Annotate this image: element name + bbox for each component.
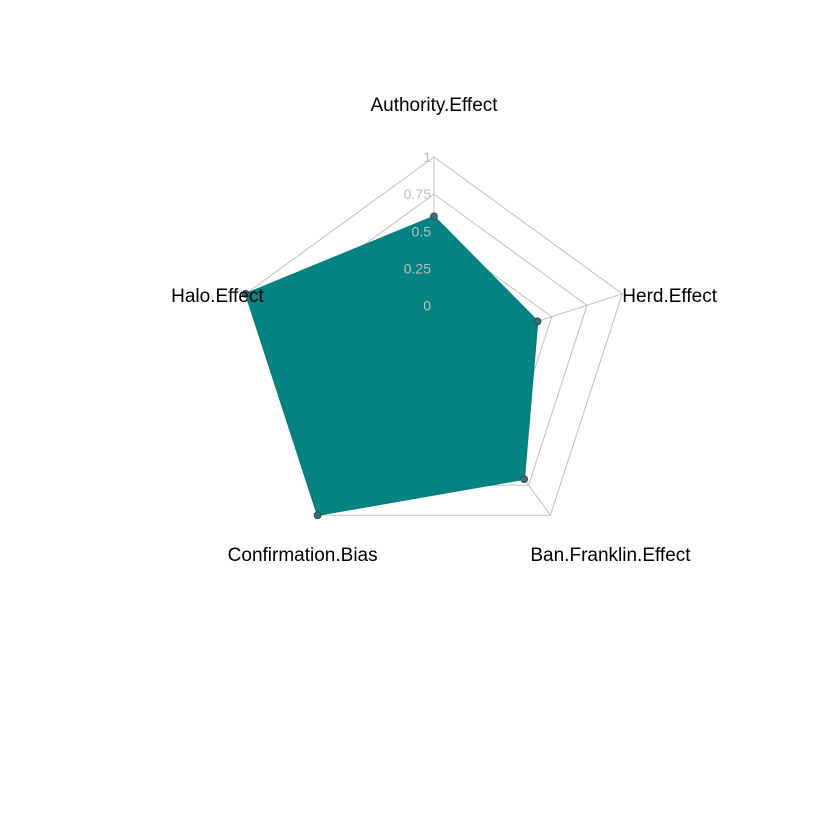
axis-label-halo-effect: Halo.Effect (171, 286, 264, 307)
tick-label-4: 1 (423, 149, 431, 165)
tick-label-2: 0.5 (412, 223, 432, 239)
data-point-Authority.Effect (430, 212, 438, 221)
axis-label-ban-franklin-effect: Ban.Franklin.Effect (530, 545, 691, 566)
series-area-0 (244, 215, 539, 517)
axis-label-herd-effect: Herd.Effect (622, 286, 717, 307)
tick-label-1: 0.25 (404, 260, 431, 276)
series-layer (241, 212, 542, 520)
axis-label-confirmation-bias: Confirmation.Bias (228, 545, 378, 566)
tick-layer: 0 0.25 0.5 0.75 1 (404, 149, 431, 314)
grid-ring-4 (245, 156, 623, 516)
axis-label-authority-effect: Authority.Effect (370, 95, 498, 116)
data-point-Confirmation.Bias (313, 511, 322, 520)
data-point-Halo.Effect (241, 289, 250, 298)
data-point-Herd.Effect (533, 317, 542, 326)
data-point-Ban.Franklin.Effect (520, 475, 529, 484)
tick-label-0: 0 (423, 298, 431, 314)
axis-label-layer: Authority.Effect Herd.Effect Ban.Franklin.… (171, 95, 718, 566)
tick-label-3: 0.75 (404, 186, 431, 202)
